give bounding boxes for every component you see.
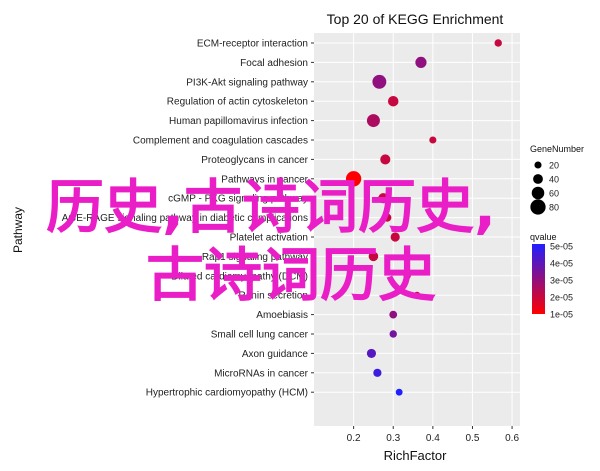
pathway-label: Renin secretion	[239, 291, 308, 302]
x-tick-labels: 0.2 0.3 0.4 0.5 0.6	[347, 426, 519, 444]
enrichment-point	[366, 348, 377, 358]
enrichment-point	[380, 154, 391, 165]
pathway-label: Small cell lung cancer	[211, 330, 309, 341]
gene-number-legend-dot	[534, 161, 542, 169]
qvalue-legend-label: 2e-05	[550, 293, 573, 303]
pathway-label: Axon guidance	[242, 349, 309, 360]
pathway-label: Regulation of actin cytoskeleton	[167, 97, 308, 108]
enrichment-point	[429, 136, 437, 144]
x-axis-label: RichFactor	[384, 448, 448, 463]
pathway-label: AGE-RAGE signaling pathway in diabetic c…	[62, 213, 308, 224]
qvalue-colorbar	[532, 244, 545, 314]
chart-title: Top 20 of KEGG Enrichment	[327, 11, 504, 27]
enrichment-point	[383, 213, 392, 222]
pathway-label: Dilated cardiomyopathy (DCM)	[171, 271, 308, 282]
pathway-label: Complement and coagulation cascades	[133, 136, 308, 147]
pathway-label: ECM-receptor interaction	[197, 39, 308, 50]
enrichment-point	[403, 272, 411, 280]
qvalue-legend-label: 1e-05	[550, 310, 573, 320]
qvalue-legend: qvalue 5e-05 4e-05 3e-05 2e-05 1e-05	[530, 232, 573, 320]
qvalue-legend-label: 4e-05	[550, 259, 573, 269]
x-tick-label: 0.6	[505, 433, 519, 444]
enrichment-point	[413, 291, 421, 299]
pathway-label: Hypertrophic cardiomyopathy (HCM)	[146, 388, 308, 399]
data-points	[345, 39, 502, 396]
enrichment-point	[345, 171, 362, 187]
pathway-label: Pathways in cancer	[221, 174, 308, 185]
enrichment-point	[389, 330, 397, 338]
pathway-label: Rap1 signaling pathway	[202, 252, 308, 263]
y-axis-label: Pathway	[11, 207, 25, 253]
pathway-label: PI3K-Akt signaling pathway	[186, 77, 308, 88]
enrichment-point	[415, 56, 427, 68]
gene-number-legend-label: 20	[549, 161, 559, 171]
pathway-label: Focal adhesion	[240, 58, 308, 69]
gene-number-legend-title: GeneNumber	[530, 144, 584, 154]
x-tick-label: 0.3	[386, 433, 400, 444]
pathway-label: Platelet activation	[230, 233, 308, 244]
enrichment-point	[494, 39, 502, 47]
enrichment-point	[378, 193, 389, 204]
pathway-labels: ECM-receptor interaction Focal adhesion PI…	[62, 39, 314, 399]
enrichment-point	[366, 114, 380, 128]
enrichment-point	[395, 388, 403, 396]
qvalue-legend-label: 5e-05	[550, 242, 573, 252]
enrichment-point	[368, 251, 379, 262]
pathway-label: MicroRNAs in cancer	[214, 368, 309, 379]
x-tick-label: 0.4	[426, 433, 440, 444]
enrichment-point	[372, 74, 387, 89]
gene-number-legend-dot	[530, 199, 546, 215]
gene-number-legend-label: 60	[549, 189, 559, 199]
x-tick-label: 0.5	[466, 433, 480, 444]
enrichment-point	[373, 368, 382, 377]
gene-number-legend-label: 80	[549, 203, 559, 213]
overlay-watermark-line-2: 古诗词历史	[146, 241, 437, 309]
gene-number-legend: GeneNumber 20 40 60 80	[530, 144, 584, 215]
enrichment-point	[390, 232, 400, 242]
gene-number-legend-dot	[531, 186, 545, 200]
pathway-label: Amoebiasis	[256, 310, 308, 321]
qvalue-legend-title: qvalue	[530, 232, 557, 242]
enrichment-point	[387, 95, 399, 107]
pathway-label: Proteoglycans in cancer	[201, 155, 308, 166]
gene-number-legend-dot	[533, 174, 543, 184]
plot-panel	[314, 33, 520, 426]
pathway-label: Human papillomavirus infection	[169, 116, 308, 127]
x-tick-label: 0.2	[347, 433, 361, 444]
overlay-watermark-line-1: 历史,古诗词历史,	[46, 173, 497, 241]
pathway-label: cGMP - PKG signaling pathway	[168, 194, 308, 205]
enrichment-point	[389, 310, 398, 319]
qvalue-legend-label: 3e-05	[550, 276, 573, 286]
gene-number-legend-label: 40	[549, 175, 559, 185]
